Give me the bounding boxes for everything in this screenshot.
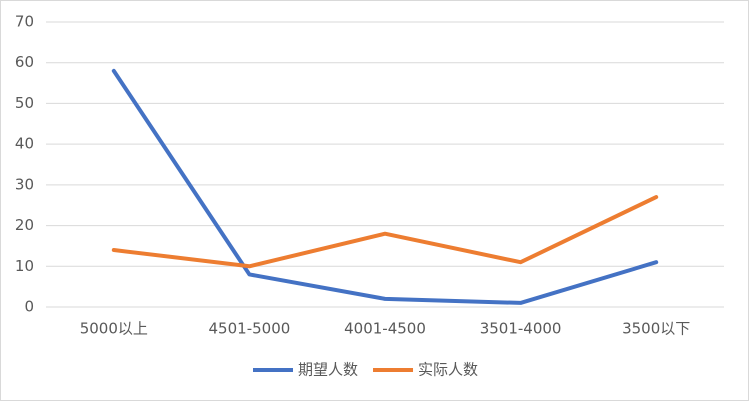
y-tick-label: 50: [15, 94, 34, 112]
y-tick-label: 10: [15, 257, 34, 275]
x-tick-label: 4501-5000: [209, 320, 291, 338]
x-tick-label: 3500以下: [622, 320, 690, 338]
x-tick-label: 5000以上: [80, 320, 148, 338]
y-tick-label: 40: [15, 135, 34, 153]
y-tick-label: 70: [15, 13, 34, 31]
x-tick-label: 3501-4000: [480, 320, 562, 338]
y-tick-label: 20: [15, 216, 34, 234]
legend-label: 实际人数: [418, 361, 478, 379]
y-tick-label: 30: [15, 175, 34, 193]
legend-label: 期望人数: [298, 361, 358, 379]
series-line: [111, 195, 659, 269]
y-tick-label: 60: [15, 53, 34, 71]
series-line: [111, 68, 659, 305]
y-tick-label: 0: [24, 298, 34, 316]
x-tick-label: 4001-4500: [344, 320, 426, 338]
